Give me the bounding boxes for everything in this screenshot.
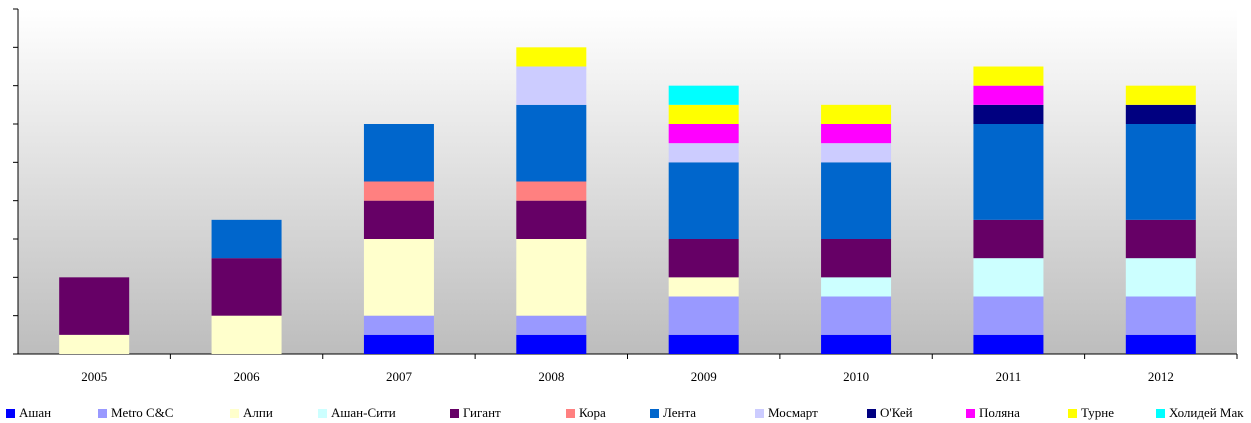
bar-segment (363, 124, 434, 182)
bar-segment (821, 124, 892, 144)
bar-segment (363, 239, 434, 316)
legend-swatch (755, 409, 764, 418)
bar-segment (668, 143, 739, 163)
bar-segment (363, 315, 434, 335)
bar-segment (516, 200, 587, 239)
legend-label: Турне (1081, 405, 1114, 420)
bar-segment (973, 334, 1044, 354)
bar-segment (516, 239, 587, 316)
bar-segment (59, 334, 130, 354)
legend-swatch (230, 409, 239, 418)
bar-segment (973, 104, 1044, 124)
legend-swatch (450, 409, 459, 418)
legend-label: Кора (579, 405, 606, 420)
bar-segment (211, 258, 282, 316)
bar-segment (821, 239, 892, 278)
x-tick-label: 2012 (1148, 369, 1174, 384)
bar-segment (516, 315, 587, 335)
x-tick-label: 2006 (234, 369, 261, 384)
bar-segment (668, 162, 739, 239)
legend-swatch (6, 409, 15, 418)
bar-segment (516, 334, 587, 354)
legend-label: О'Кей (880, 405, 913, 420)
bar-segment (821, 296, 892, 335)
x-tick-label: 2010 (843, 369, 869, 384)
bar-segment (516, 66, 587, 105)
bar-segment (1125, 334, 1196, 354)
legend-label: Ашан-Сити (331, 405, 396, 420)
bar-segment (973, 258, 1044, 297)
legend-label: Лента (663, 405, 696, 420)
bar-segment (211, 219, 282, 259)
bar-segment (821, 277, 892, 297)
bar-segment (59, 277, 130, 335)
x-tick-label: 2005 (81, 369, 107, 384)
bar-segment (363, 200, 434, 239)
legend-label: Алпи (243, 405, 273, 420)
bar-segment (668, 334, 739, 354)
bar-segment (821, 334, 892, 354)
bar-segment (1125, 296, 1196, 335)
legend-label: Metro C&C (111, 405, 173, 420)
legend-label: Холидей Мак (1169, 405, 1244, 420)
bar-segment (973, 66, 1044, 86)
legend-swatch (566, 409, 575, 418)
x-tick-label: 2008 (538, 369, 564, 384)
x-tick-label: 2011 (996, 369, 1022, 384)
bar-segment (821, 143, 892, 163)
bar-segment (973, 296, 1044, 335)
bar-segment (668, 104, 739, 124)
bar-segment (973, 219, 1044, 259)
legend-swatch (1068, 409, 1077, 418)
bar-segment (1125, 124, 1196, 220)
bar-segment (821, 104, 892, 124)
bar-segment (1125, 258, 1196, 297)
legend-swatch (867, 409, 876, 418)
bar-segment (211, 315, 282, 354)
bar-segment (1125, 219, 1196, 259)
bar-segment (516, 47, 587, 67)
bar-segment (668, 124, 739, 144)
legend-swatch (1156, 409, 1165, 418)
x-tick-label: 2007 (386, 369, 413, 384)
legend-swatch (98, 409, 107, 418)
legend-label: Гигант (463, 405, 501, 420)
legend-label: Поляна (979, 405, 1020, 420)
x-tick-label: 2009 (691, 369, 717, 384)
bar-segment (363, 181, 434, 201)
bar-segment (973, 124, 1044, 220)
bar-segment (973, 85, 1044, 105)
legend-swatch (318, 409, 327, 418)
bar-segment (668, 85, 739, 105)
bar-segment (668, 277, 739, 297)
bar-segment (1125, 104, 1196, 124)
legend-swatch (966, 409, 975, 418)
bar-segment (821, 162, 892, 239)
legend-label: Ашан (19, 405, 51, 420)
legend-swatch (650, 409, 659, 418)
legend-label: Мосмарт (768, 405, 818, 420)
plot-area (18, 9, 1237, 354)
bar-segment (668, 296, 739, 335)
bar-segment (516, 104, 587, 182)
bar-segment (668, 239, 739, 278)
bar-segment (516, 181, 587, 201)
bar-segment (363, 334, 434, 354)
bar-segment (1125, 85, 1196, 105)
